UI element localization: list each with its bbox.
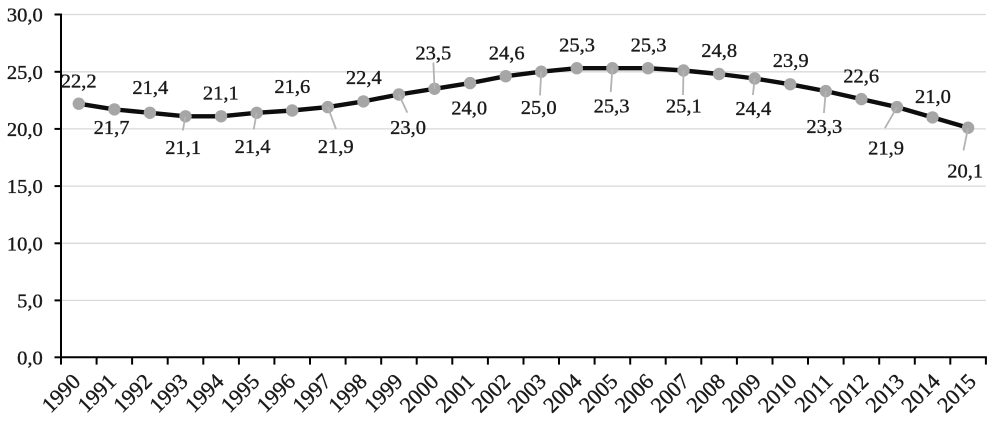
svg-text:20,0: 20,0 [7,119,43,141]
svg-text:23,3: 23,3 [806,116,842,138]
svg-text:23,9: 23,9 [773,50,809,72]
svg-text:21,7: 21,7 [94,117,130,139]
svg-text:21,4: 21,4 [132,77,168,99]
svg-text:23,0: 23,0 [390,117,426,139]
svg-text:23,5: 23,5 [415,42,451,64]
svg-text:22,4: 22,4 [346,67,382,89]
svg-text:20,1: 20,1 [947,160,983,182]
svg-text:25,0: 25,0 [521,97,557,119]
svg-text:24,0: 24,0 [451,98,487,120]
svg-text:24,6: 24,6 [489,42,525,64]
svg-text:25,3: 25,3 [594,95,630,117]
svg-text:24,8: 24,8 [701,40,737,62]
svg-text:5,0: 5,0 [17,291,43,313]
svg-text:21,6: 21,6 [274,76,310,98]
svg-text:22,2: 22,2 [61,71,97,93]
svg-text:15,0: 15,0 [7,176,43,198]
svg-text:25,1: 25,1 [666,95,702,117]
svg-text:24,4: 24,4 [735,98,771,120]
svg-text:30,0: 30,0 [7,5,43,27]
svg-text:21,9: 21,9 [868,138,904,160]
svg-text:25,0: 25,0 [7,62,43,84]
svg-text:22,6: 22,6 [843,66,879,88]
svg-text:21,4: 21,4 [235,136,271,158]
svg-text:0,0: 0,0 [17,347,43,369]
svg-text:21,1: 21,1 [203,83,239,105]
svg-text:21,1: 21,1 [165,137,201,159]
svg-text:25,3: 25,3 [559,34,595,56]
svg-text:10,0: 10,0 [7,233,43,255]
svg-text:25,3: 25,3 [631,34,667,56]
svg-text:21,9: 21,9 [318,136,354,158]
svg-text:21,0: 21,0 [915,86,951,108]
